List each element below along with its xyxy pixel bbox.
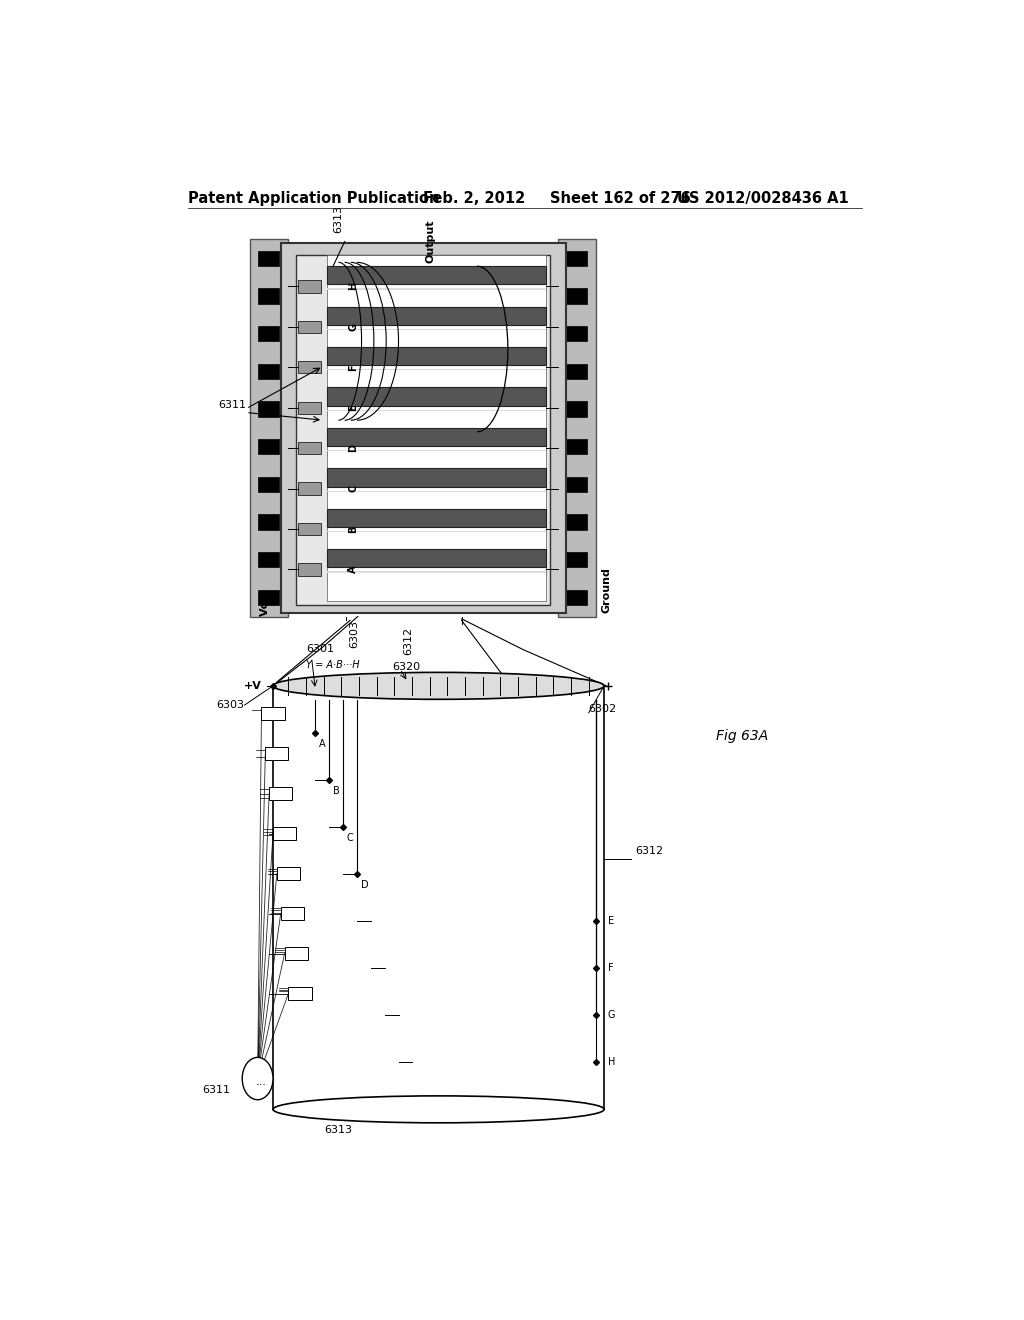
Text: C: C <box>348 484 358 492</box>
Text: US 2012/0028436 A1: US 2012/0028436 A1 <box>677 191 849 206</box>
Text: A: A <box>348 566 358 573</box>
Text: 6303: 6303 <box>216 700 245 710</box>
Ellipse shape <box>273 1096 604 1123</box>
FancyBboxPatch shape <box>327 255 547 601</box>
Text: D: D <box>360 880 369 890</box>
Text: 6312: 6312 <box>635 846 663 857</box>
Bar <box>269 788 292 800</box>
Text: Fig 63A: Fig 63A <box>716 729 768 743</box>
Bar <box>258 477 280 492</box>
Bar <box>298 401 321 414</box>
Bar <box>327 267 547 284</box>
Text: Patent Application Publication: Patent Application Publication <box>188 191 440 206</box>
Text: H: H <box>608 1057 615 1068</box>
Bar <box>261 708 285 719</box>
FancyBboxPatch shape <box>558 239 596 616</box>
FancyBboxPatch shape <box>296 255 550 605</box>
Bar <box>298 280 321 293</box>
Text: G: G <box>348 323 358 331</box>
Ellipse shape <box>273 672 604 700</box>
Bar <box>565 364 587 379</box>
Bar <box>258 364 280 379</box>
Text: +V: +V <box>244 681 261 690</box>
Text: E: E <box>608 916 614 927</box>
Bar <box>298 362 321 374</box>
Text: 6320: 6320 <box>392 661 421 672</box>
Text: 6302: 6302 <box>589 704 616 714</box>
Bar <box>276 867 300 879</box>
Bar <box>285 948 307 960</box>
Text: 6313: 6313 <box>334 205 343 234</box>
Bar <box>565 326 587 342</box>
Text: B: B <box>333 787 340 796</box>
Bar <box>327 388 547 405</box>
Text: 6311: 6311 <box>203 1085 230 1096</box>
Text: H: H <box>348 282 358 290</box>
Bar <box>298 442 321 454</box>
Text: A: A <box>319 739 326 748</box>
Bar <box>258 401 280 417</box>
Text: Y = A·B···H: Y = A·B···H <box>306 660 359 671</box>
Bar <box>327 306 547 325</box>
Bar <box>289 987 311 999</box>
Bar <box>565 477 587 492</box>
Bar <box>565 401 587 417</box>
Text: ...: ... <box>256 1077 267 1088</box>
Bar <box>298 321 321 333</box>
Text: D: D <box>348 444 358 453</box>
Bar <box>327 347 547 366</box>
Bar <box>327 508 547 527</box>
Bar <box>565 289 587 304</box>
Bar <box>258 440 280 454</box>
Bar <box>273 828 296 840</box>
Bar <box>565 440 587 454</box>
Bar <box>565 590 587 605</box>
Bar <box>258 590 280 605</box>
Text: Feb. 2, 2012: Feb. 2, 2012 <box>423 191 525 206</box>
Bar <box>298 564 321 576</box>
Text: F: F <box>608 964 613 973</box>
Bar <box>565 515 587 529</box>
Bar <box>258 552 280 568</box>
Text: 6311: 6311 <box>218 400 246 409</box>
Bar <box>298 523 321 535</box>
Text: Output: Output <box>426 220 436 263</box>
Bar <box>327 428 547 446</box>
Bar <box>258 515 280 529</box>
Text: 6312: 6312 <box>402 627 413 655</box>
Bar <box>258 289 280 304</box>
Bar <box>565 552 587 568</box>
Text: Ground: Ground <box>601 566 611 612</box>
Text: 6313: 6313 <box>325 1125 352 1135</box>
Text: B: B <box>348 525 358 533</box>
Bar <box>327 469 547 487</box>
FancyBboxPatch shape <box>281 243 565 612</box>
Bar <box>258 251 280 267</box>
FancyBboxPatch shape <box>250 239 289 616</box>
Text: E: E <box>348 404 358 411</box>
Bar <box>565 251 587 267</box>
Text: C: C <box>347 833 353 843</box>
Text: 6301: 6301 <box>306 644 334 653</box>
Bar <box>298 482 321 495</box>
Bar <box>281 907 304 920</box>
Text: Vcc: Vcc <box>260 594 270 616</box>
Bar <box>265 747 289 760</box>
Ellipse shape <box>243 1057 273 1100</box>
Text: 6303: 6303 <box>349 620 358 648</box>
Text: F: F <box>348 364 358 371</box>
Bar <box>258 326 280 342</box>
Text: Sheet 162 of 276: Sheet 162 of 276 <box>550 191 691 206</box>
Bar <box>327 549 547 568</box>
Text: G: G <box>608 1010 615 1020</box>
